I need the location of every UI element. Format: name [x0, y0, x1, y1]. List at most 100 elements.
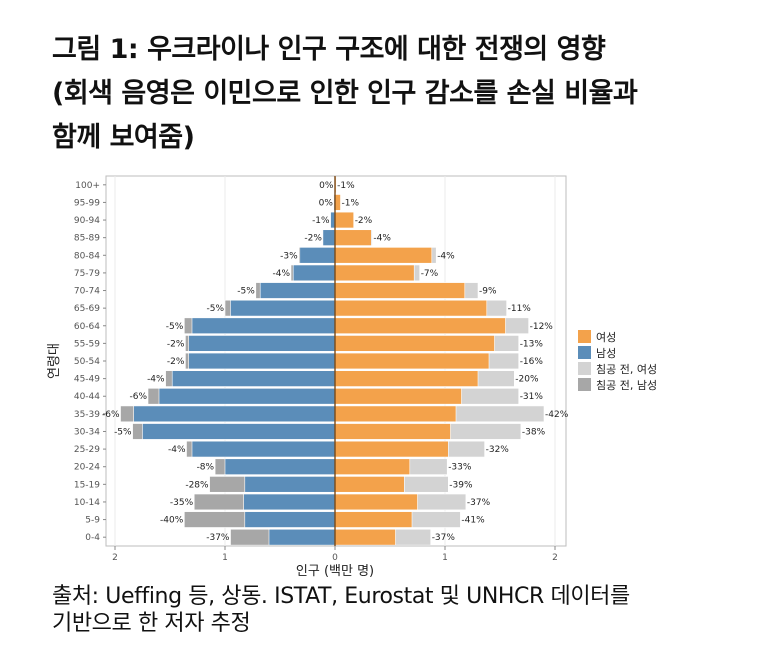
female-loss-label: -37% — [432, 533, 456, 543]
y-tick-label: 50-54 — [74, 357, 100, 367]
female-bar — [334, 352, 490, 370]
y-tick-label: 60-64 — [74, 322, 100, 332]
male-bar — [133, 405, 336, 423]
y-tick-label: 25-29 — [74, 445, 100, 455]
male-bar — [322, 229, 336, 246]
y-tick-label: 75-79 — [74, 269, 100, 279]
male-loss-label: -2% — [304, 234, 322, 244]
male-loss-label: 0% — [319, 181, 334, 191]
title-line-1: 그림 1: 우크라이나 인구 구조에 대한 전쟁의 영향 — [52, 34, 606, 65]
female-bar — [334, 317, 506, 334]
x-tick-label: 1 — [442, 553, 448, 563]
male-bar — [259, 282, 336, 299]
title-line-3: 함께 보여줌) — [52, 122, 195, 153]
source-line-1: 출처: Ueffing 등, 상동. ISTAT, Eurostat 및 UNH… — [52, 584, 630, 609]
male-bar — [244, 476, 336, 493]
female-loss-label: -4% — [437, 251, 455, 261]
female-bar — [334, 511, 413, 528]
y-tick-label: 0-4 — [85, 533, 100, 543]
female-loss-label: -42% — [545, 410, 569, 420]
legend-swatch — [578, 362, 591, 375]
y-tick-label: 90-94 — [74, 216, 100, 226]
female-loss-label: -7% — [421, 269, 439, 279]
x-tick-label: 1 — [222, 553, 228, 563]
y-tick-label: 95-99 — [74, 198, 100, 208]
male-bar — [191, 440, 336, 458]
male-loss-label: -6% — [129, 392, 147, 402]
male-bar — [268, 528, 336, 546]
male-loss-label: -5% — [206, 304, 224, 314]
female-loss-label: -2% — [355, 216, 373, 226]
male-bar — [191, 317, 336, 334]
female-loss-label: -33% — [448, 463, 472, 473]
female-loss-label: -12% — [530, 322, 554, 332]
legend-label: 여성 — [596, 331, 616, 344]
y-tick-label: 85-89 — [74, 234, 100, 244]
female-loss-label: -13% — [520, 339, 544, 349]
y-tick-label: 45-49 — [74, 375, 100, 385]
x-tick-label: 2 — [552, 553, 558, 563]
y-tick-label: 100+ — [75, 181, 100, 191]
female-bar — [334, 211, 355, 229]
male-bar — [142, 423, 336, 440]
female-loss-label: -1% — [342, 198, 360, 208]
y-tick-label: 65-69 — [74, 304, 100, 314]
female-loss-label: -11% — [508, 304, 532, 314]
male-loss-label: -4% — [272, 269, 290, 279]
x-tick-label: 2 — [112, 553, 118, 563]
male-loss-label: -3% — [280, 251, 298, 261]
female-bar — [334, 423, 451, 440]
female-loss-label: -31% — [520, 392, 544, 402]
male-bar — [171, 370, 336, 387]
female-bar — [334, 299, 488, 317]
male-bar — [188, 335, 336, 352]
female-loss-label: -38% — [522, 427, 546, 437]
y-tick-label: 20-24 — [74, 463, 100, 473]
y-tick-label: 35-39 — [74, 410, 100, 420]
y-axis-label: 연령대 — [47, 343, 62, 379]
y-tick-label: 40-44 — [74, 392, 100, 402]
legend-label: 침공 전, 여성 — [596, 363, 657, 376]
male-loss-label: -5% — [114, 427, 132, 437]
legend-swatch — [578, 346, 591, 359]
female-bar — [334, 370, 479, 387]
male-loss-label: -5% — [166, 322, 184, 332]
male-bar — [292, 264, 336, 282]
male-loss-label: -37% — [206, 533, 230, 543]
female-bar — [334, 194, 341, 211]
male-bar — [243, 493, 336, 511]
male-bar — [188, 352, 336, 370]
female-bar — [334, 247, 433, 264]
legend-label: 침공 전, 남성 — [596, 379, 657, 392]
y-tick-label: 70-74 — [74, 287, 100, 297]
female-bar — [334, 264, 415, 282]
female-loss-label: -37% — [467, 498, 491, 508]
male-bar — [158, 388, 336, 405]
male-loss-label: -5% — [237, 287, 255, 297]
female-bar — [334, 229, 372, 246]
male-loss-label: -2% — [167, 357, 185, 367]
male-loss-label: -1% — [312, 216, 330, 226]
female-bar — [334, 440, 449, 458]
legend-swatch — [578, 378, 591, 391]
female-loss-label: -41% — [461, 516, 485, 526]
source-note: 출처: Ueffing 등, 상동. ISTAT, Eurostat 및 UNH… — [52, 583, 752, 637]
y-tick-label: 55-59 — [74, 339, 100, 349]
female-loss-label: -9% — [479, 287, 497, 297]
y-tick-label: 15-19 — [74, 480, 100, 490]
female-loss-label: -39% — [449, 480, 473, 490]
male-loss-label: -8% — [197, 463, 215, 473]
male-loss-label: -35% — [170, 498, 194, 508]
legend-swatch — [578, 330, 591, 343]
female-bar — [334, 528, 396, 546]
female-bar — [334, 282, 466, 299]
female-loss-label: -16% — [520, 357, 544, 367]
female-bar — [334, 335, 495, 352]
male-loss-label: -6% — [102, 410, 120, 420]
female-bar — [334, 405, 457, 423]
male-loss-label: 0% — [319, 198, 334, 208]
female-bar — [334, 458, 411, 475]
female-bar — [334, 476, 405, 493]
y-tick-label: 30-34 — [74, 427, 100, 437]
